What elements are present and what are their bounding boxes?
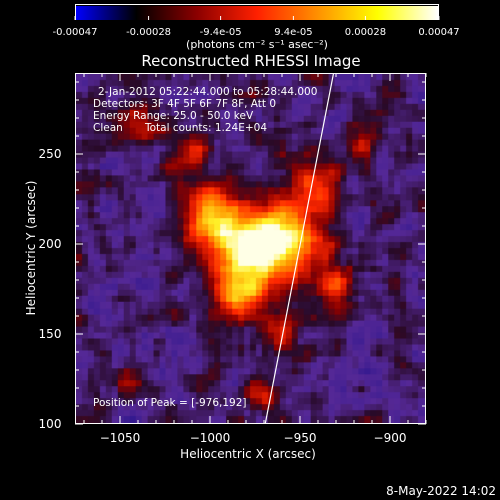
y-axis-label: Heliocentric Y (arcsec) bbox=[24, 180, 38, 316]
timestamp: 8-May-2022 14:02 bbox=[386, 484, 496, 498]
x-axis-label: Heliocentric X (arcsec) bbox=[180, 447, 316, 461]
colorbar-tick-label: 0.00047 bbox=[418, 27, 460, 38]
x-tick-label: −900 bbox=[373, 431, 407, 445]
x-tick-label: −1000 bbox=[189, 431, 231, 445]
detectors-text: Detectors: 3F 4F 5F 6F 7F 8F, Att 0 bbox=[93, 98, 277, 110]
time-range-text: 2-Jan-2012 05:22:44.000 to 05:28:44.000 bbox=[98, 86, 318, 98]
total-counts-text: Total counts: 1.24E+04 bbox=[145, 122, 268, 134]
chart-title: Reconstructed RHESSI Image bbox=[141, 52, 361, 70]
colorbar-tick-label: -9.4e-05 bbox=[199, 27, 242, 38]
colorbar-tick-label: -0.00028 bbox=[126, 27, 172, 38]
clean-text: Clean bbox=[93, 122, 123, 134]
y-tick-label: 100 bbox=[38, 417, 62, 431]
y-tick-label: 150 bbox=[38, 327, 62, 341]
colorbar-gradient bbox=[76, 6, 438, 20]
colorbar-tick-label: -0.00047 bbox=[52, 27, 98, 38]
heatmap-image bbox=[76, 74, 425, 423]
limb-overlay bbox=[264, 74, 334, 423]
x-tick-label: −950 bbox=[283, 431, 317, 445]
plot-area bbox=[75, 73, 426, 424]
x-tick-label: −1050 bbox=[99, 431, 141, 445]
energy-range-text: Energy Range: 25.0 - 50.0 keV bbox=[93, 110, 254, 122]
colorbar-unit: (photons cm⁻² s⁻¹ asec⁻²) bbox=[186, 38, 328, 51]
y-tick-label: 250 bbox=[38, 147, 62, 161]
colorbar-tick-label: 0.00028 bbox=[344, 27, 387, 38]
colorbar-tick-label: 9.4e-05 bbox=[274, 27, 313, 38]
y-tick-label: 200 bbox=[38, 237, 62, 251]
solar-limb-line bbox=[264, 74, 334, 423]
colorbar bbox=[75, 4, 439, 20]
peak-position-text: Position of Peak = [-976,192] bbox=[93, 397, 247, 409]
